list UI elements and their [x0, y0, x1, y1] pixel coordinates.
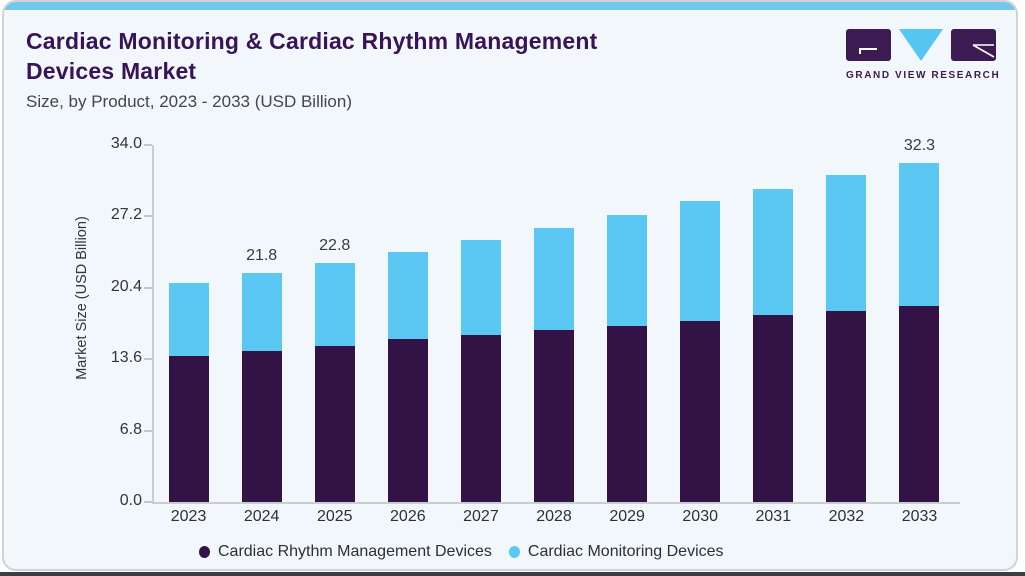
x-axis-label-2028: 2028: [536, 508, 572, 525]
x-axis-line: [152, 502, 960, 504]
bar-segment-monitoring: [241, 273, 282, 351]
chart-legend: Cardiac Rhythm Management Devices Cardiac…: [199, 540, 724, 564]
bar-segment-crm: [168, 356, 209, 502]
stacked-bar-2025: 22.8: [314, 237, 355, 502]
y-tick-mark: [144, 358, 152, 361]
x-axis-label-2025: 2025: [316, 508, 353, 525]
y-tick-mark: [144, 501, 152, 503]
x-axis-label-2026: 2026: [390, 508, 426, 525]
legend-dot-icon: [508, 546, 520, 558]
logo-wordmark: GRAND VIEW RESEARCH: [846, 70, 1001, 81]
x-axis-labels: 2023 2024 2025 2026 2027 2028 2029 2030 2031 2032…: [152, 508, 956, 530]
chart-header: Cardiac Monitoring & Cardiac Rhythm Mana…: [26, 26, 598, 112]
page-title-line2: Devices Market: [26, 58, 197, 84]
x-axis-label-2027: 2027: [463, 508, 499, 525]
y-tick-label: 0.0: [119, 492, 142, 509]
stacked-bar-2031: [753, 189, 794, 502]
x-axis-label-2033: 2033: [901, 508, 938, 525]
legend-label: Cardiac Rhythm Management Devices: [218, 543, 492, 560]
bar-segment-crm: [607, 325, 648, 502]
bar-segment-crm: [387, 339, 428, 502]
chart-subtitle: Size, by Product, 2023 - 2033 (USD Billi…: [26, 92, 352, 111]
page-title-line1: Cardiac Monitoring & Cardiac Rhythm Mana…: [26, 28, 598, 54]
stacked-bar-2027: [460, 239, 501, 502]
accent-top-bar: [4, 2, 1016, 10]
bar-slot: 32.3: [883, 137, 956, 502]
legend-item: Cardiac Rhythm Management Devices: [199, 543, 492, 561]
bar-segment-crm: [826, 310, 867, 502]
y-tick-mark: [144, 286, 152, 289]
y-tick-label: 6.8: [119, 420, 142, 438]
y-tick-mark: [144, 215, 152, 218]
stacked-bar-2024: 21.8: [241, 247, 282, 502]
bar-segment-crm: [314, 345, 355, 502]
bar-segment-monitoring: [387, 252, 428, 340]
legend-dot-icon: [199, 546, 210, 558]
legend-label: Cardiac Monitoring Devices: [527, 543, 724, 560]
bar-segment-crm: [680, 321, 721, 502]
bar-segment-monitoring: [534, 227, 575, 330]
window-bottom-edge: [0, 572, 1025, 576]
legend-item: Cardiac Monitoring Devices: [508, 543, 724, 561]
bar-value-label: 21.8: [246, 247, 278, 265]
bar-slot: [444, 145, 517, 502]
bar-slot: [517, 145, 590, 502]
stacked-bar-2030: [680, 200, 721, 502]
bar-segment-monitoring: [460, 239, 501, 336]
stacked-bar-2028: [534, 227, 575, 502]
bar-slot: 21.8: [225, 145, 298, 502]
bar-slot: [810, 145, 883, 502]
bar-slot: [371, 145, 444, 502]
stacked-bar-2026: [387, 252, 428, 502]
x-axis-label-2029: 2029: [609, 508, 645, 525]
bar-segment-monitoring: [314, 262, 355, 346]
bar-segment-crm: [753, 315, 794, 502]
y-tick-mark: [144, 429, 152, 432]
y-tick-mark: [144, 144, 152, 146]
bar-segment-monitoring: [607, 215, 648, 326]
bar-segment-monitoring: [680, 200, 721, 322]
bar-slot: [664, 145, 737, 502]
bar-segment-monitoring: [753, 189, 794, 316]
stacked-bar-2029: [607, 215, 648, 502]
bar-segment-monitoring: [168, 282, 209, 357]
bar-segment-crm: [534, 329, 575, 502]
bar-segment-monitoring: [899, 162, 940, 306]
bar-slot: [737, 145, 810, 502]
y-tick-label: 27.2: [110, 206, 142, 224]
y-tick-label: 13.6: [110, 349, 142, 367]
stacked-bar-chart: Market Size (USD Billion) 0.0 6.8 13.6 20.4…: [4, 2, 1016, 569]
y-axis-line: [152, 145, 154, 503]
bar-value-label: 22.8: [319, 236, 351, 254]
grand-view-research-logo: GRAND VIEW RESEARCH: [846, 28, 1001, 81]
x-axis-label-2031: 2031: [755, 508, 792, 525]
x-axis-label-2030: 2030: [682, 508, 718, 525]
x-axis-label-2032: 2032: [828, 508, 865, 525]
stacked-bar-2023: [168, 282, 209, 502]
bar-segment-crm: [241, 350, 282, 502]
bar-value-label: 32.3: [903, 136, 936, 154]
x-axis-label-2024: 2024: [243, 508, 280, 525]
y-tick-label: 20.4: [110, 277, 142, 295]
bar-segment-monitoring: [826, 175, 867, 311]
stacked-bar-2033: 32.3: [899, 137, 940, 502]
y-tick-label: 34.0: [110, 135, 142, 152]
bar-segment-crm: [460, 335, 501, 502]
bar-segment-crm: [899, 305, 940, 502]
gvr-logo-icon: [846, 29, 996, 61]
bar-slot: 22.8: [298, 145, 371, 502]
x-axis-label-2023: 2023: [170, 508, 207, 525]
bar-slot: [591, 145, 664, 502]
bar-slot: [152, 145, 225, 502]
stacked-bar-2032: [826, 175, 867, 502]
bars-area: 21.8 22.8 32.3: [152, 137, 956, 502]
